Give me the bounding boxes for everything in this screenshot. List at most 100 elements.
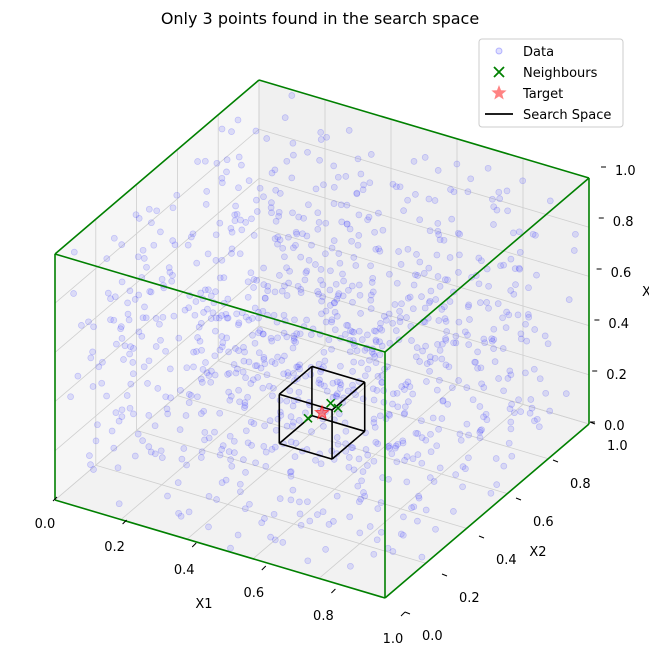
data-point [516, 265, 523, 273]
data-point [147, 288, 155, 296]
data-point [337, 201, 345, 209]
data-point [247, 269, 255, 277]
data-point [396, 183, 404, 191]
data-point [517, 408, 525, 415]
data-point [530, 365, 538, 373]
data-point [271, 235, 279, 242]
data-point [442, 318, 450, 325]
data-point [409, 305, 417, 313]
data-point [227, 544, 234, 552]
data-point [524, 311, 532, 318]
data-point [401, 457, 408, 464]
data-point [255, 349, 263, 357]
data-point [304, 557, 312, 565]
x-tick [400, 611, 406, 617]
data-point [283, 397, 291, 405]
data-point [514, 311, 522, 319]
data-point [169, 237, 177, 244]
data-point [465, 431, 472, 439]
data-point [368, 348, 376, 356]
data-point [223, 168, 230, 176]
data-point [253, 196, 260, 204]
data-point [357, 310, 364, 317]
y-tick-label: 0.8 [570, 477, 591, 492]
x-tick-label: 1.0 [383, 632, 404, 647]
data-point [259, 384, 267, 392]
data-point [336, 259, 344, 267]
data-point [284, 372, 292, 379]
data-point [182, 412, 190, 419]
data-point [404, 245, 412, 253]
grid-line [252, 384, 458, 560]
data-point [259, 330, 267, 338]
data-point [389, 319, 396, 327]
data-point [533, 415, 541, 423]
data-point [439, 397, 447, 404]
data-point [89, 383, 97, 390]
data-point [414, 451, 422, 458]
data-point [131, 296, 139, 303]
data-point [431, 197, 439, 204]
data-point [304, 148, 311, 156]
data-point [341, 331, 349, 338]
data-point [339, 292, 347, 300]
data-point [204, 250, 212, 258]
data-point [151, 422, 159, 430]
data-point [297, 289, 305, 296]
data-point [235, 321, 242, 329]
x-tick-label: 0.6 [243, 586, 264, 601]
data-point [490, 203, 498, 211]
data-point [500, 387, 507, 395]
data-point [222, 310, 230, 318]
data-point [261, 294, 269, 302]
data-point [372, 336, 380, 344]
data-point [165, 264, 173, 271]
data-point [371, 228, 378, 236]
data-point [481, 339, 489, 347]
data-point [478, 380, 485, 388]
data-point [485, 304, 492, 312]
data-point [207, 378, 215, 386]
data-point [464, 188, 472, 196]
data-point [238, 226, 246, 234]
data-point [272, 186, 280, 194]
data-point [226, 432, 234, 440]
data-point [302, 372, 309, 380]
data-point [268, 169, 276, 177]
data-point [228, 462, 236, 470]
data-point [252, 459, 259, 467]
data-point [225, 448, 233, 455]
data-point [439, 397, 447, 405]
data-point [268, 199, 275, 206]
data-point [271, 536, 279, 544]
data-point [367, 151, 375, 158]
data-point [232, 369, 240, 377]
data-point [542, 389, 550, 397]
data-point [288, 92, 296, 99]
data-point [253, 276, 261, 284]
data-point [522, 320, 529, 328]
data-point [527, 396, 535, 403]
data-point [323, 387, 331, 395]
grid-line [258, 276, 590, 376]
data-point [431, 354, 439, 362]
data-point [358, 477, 365, 485]
data-point [218, 312, 226, 319]
data-point [256, 184, 264, 192]
data-point [337, 362, 344, 370]
data-point [412, 271, 419, 279]
legend-data-icon [495, 47, 503, 55]
data-point [134, 430, 142, 438]
data-point [378, 528, 385, 536]
data-point [126, 287, 134, 295]
data-point [236, 250, 244, 258]
data-point [113, 340, 120, 348]
data-point [337, 381, 345, 389]
bounding-box-edge [54, 499, 386, 599]
data-point [500, 462, 508, 470]
data-point [175, 509, 182, 517]
data-point [262, 463, 270, 470]
z-axis-label: X [642, 285, 649, 300]
data-point [453, 160, 461, 168]
data-point [231, 211, 239, 219]
